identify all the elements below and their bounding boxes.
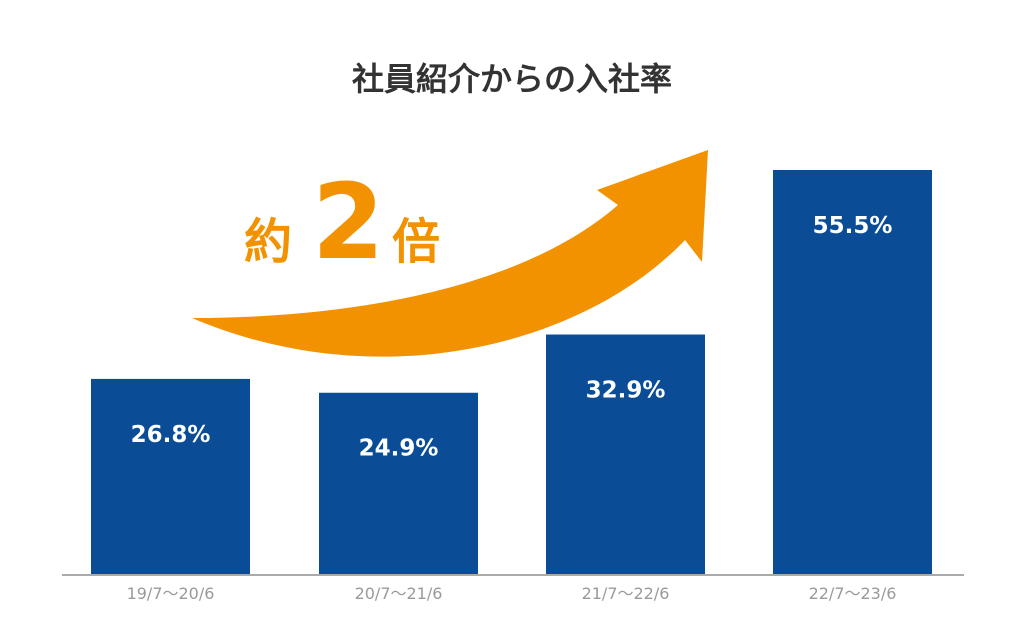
- x-tick-label-1: 19/7～20/6: [127, 584, 215, 603]
- x-tick-label-2: 20/7～21/6: [355, 584, 443, 603]
- callout-number: 2: [312, 161, 384, 283]
- bar-value-label-3: 32.9%: [586, 378, 666, 404]
- bar-value-label-2: 24.9%: [359, 436, 439, 462]
- callout: 約 2 倍: [244, 161, 440, 283]
- bar-value-label-4: 55.5%: [813, 213, 893, 239]
- x-tick-label-3: 21/7～22/6: [582, 584, 670, 603]
- chart-title: 社員紹介からの入社率: [352, 60, 672, 98]
- callout-suffix: 倍: [392, 214, 440, 270]
- x-tick-labels: 19/7～20/6 20/7～21/6 21/7～22/6 22/7～23/6: [127, 584, 897, 603]
- bar-1: [91, 378, 250, 574]
- bar-3: [546, 334, 705, 574]
- bars-group: 26.8% 24.9% 32.9% 55.5%: [91, 170, 932, 574]
- bar-4: [773, 170, 932, 574]
- bar-value-label-1: 26.8%: [131, 422, 211, 448]
- callout-prefix: 約: [244, 214, 292, 270]
- x-tick-label-4: 22/7～23/6: [809, 584, 897, 603]
- trend-arrow-icon: [192, 150, 708, 357]
- bar-2: [319, 392, 478, 574]
